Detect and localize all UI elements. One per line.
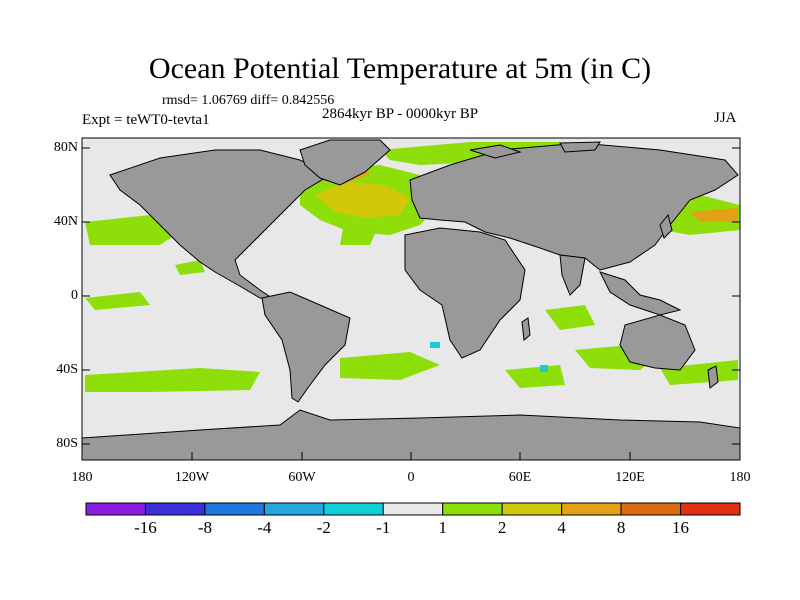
colorbar-label: 8 (616, 518, 626, 537)
colorbar-swatch (85, 502, 146, 516)
colorbar-swatch (501, 502, 563, 516)
novaya-zemlya (559, 141, 601, 153)
subtropical-atlantic-anomaly (340, 218, 380, 245)
lat-label-80n: 80N (53, 140, 78, 155)
anomaly-patches (85, 142, 740, 392)
colorbar (85, 502, 741, 516)
experiment-label: Expt = teWT0-tevta1 (82, 112, 210, 128)
svalbard (469, 144, 522, 159)
map-title: Ocean Potential Temperature at 5m (in C) (148, 52, 652, 85)
northwest-pacific-warm-core (690, 208, 738, 222)
south-indian-anomaly (505, 365, 565, 388)
colorbar-label: 1 (438, 518, 447, 537)
colorbar-swatch (263, 502, 325, 516)
axis-ticks (82, 147, 740, 460)
colorbar-swatch (561, 502, 622, 516)
colorbar-label: -8 (197, 518, 212, 537)
new-zealand (707, 365, 719, 389)
lat-label-40n: 40N (53, 214, 78, 229)
central-pacific-anomaly (85, 292, 150, 310)
colorbar-swatch (382, 502, 444, 516)
lat-label-0: 0 (71, 288, 78, 303)
south-atlantic-anomaly (340, 352, 440, 380)
south-america (261, 291, 351, 403)
arctic-anomaly (380, 142, 560, 165)
colorbar-label: 4 (557, 518, 566, 537)
colorbar-swatch (204, 502, 265, 516)
south-pacific-anomaly (85, 368, 260, 392)
colorbar-label: 16 (672, 518, 690, 537)
lon-label-60e: 60E (508, 470, 532, 485)
africa (404, 227, 526, 359)
madagascar (521, 317, 531, 341)
colorbar-swatch (680, 502, 741, 516)
colorbar-swatch (144, 502, 206, 516)
east-pacific-anomaly (175, 260, 205, 275)
cold-spot-2 (540, 365, 548, 372)
cold-spot-1 (430, 342, 440, 348)
season-label: JJA (714, 110, 737, 126)
india (559, 254, 586, 296)
colorbar-label: -4 (257, 518, 272, 537)
japan (659, 213, 673, 239)
land-masses (81, 139, 741, 461)
lat-label-80s: 80S (56, 436, 78, 451)
time-period: 2864kyr BP - 0000kyr BP (322, 106, 479, 122)
lat-label-40s: 40S (56, 362, 78, 377)
indonesia (599, 271, 682, 316)
lon-label-0: 0 (407, 470, 415, 485)
colorbar-swatch (620, 502, 682, 516)
lon-label-120w: 120W (174, 470, 210, 485)
lon-label-60w: 60W (288, 470, 316, 485)
colorbar-swatch (442, 502, 503, 516)
colorbar-swatch (323, 502, 384, 516)
north-atlantic-warm-core (315, 182, 410, 218)
colorbar-label: -16 (134, 518, 157, 537)
colorbar-label: -2 (316, 518, 331, 537)
eurasia (409, 142, 739, 271)
lon-label-120e: 120E (615, 470, 645, 485)
indian-ocean-anomaly (545, 305, 595, 330)
lon-label-180w: 180 (71, 470, 93, 485)
lon-label-180e: 180 (729, 470, 751, 485)
greenland (299, 139, 391, 186)
colorbar-label: -1 (376, 518, 391, 537)
colorbar-label: 2 (497, 518, 507, 537)
australia (619, 314, 696, 371)
rmsd-diff-stats: rmsd= 1.06769 diff= 0.842556 (162, 93, 335, 108)
north-america (109, 149, 332, 299)
